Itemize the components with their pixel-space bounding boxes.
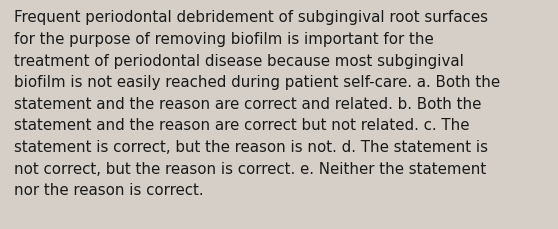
Text: Frequent periodontal debridement of subgingival root surfaces
for the purpose of: Frequent periodontal debridement of subg… [14,10,500,197]
